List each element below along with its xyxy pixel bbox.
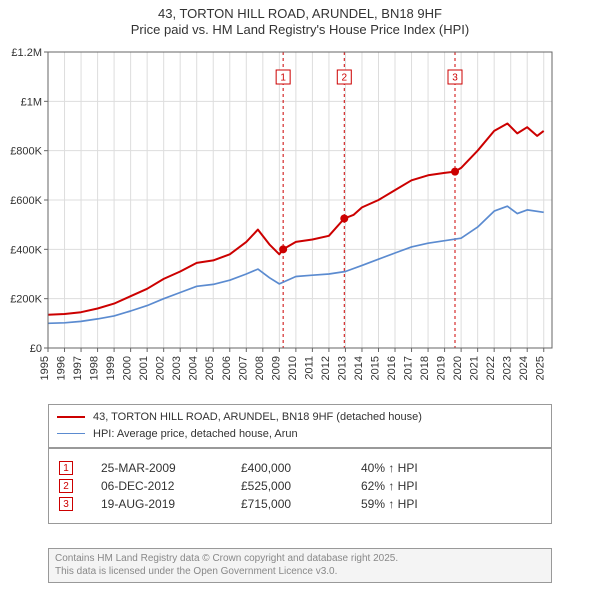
xtick-label: 1995 [39,356,51,380]
sale-point [340,215,348,223]
event-marker-number: 2 [342,73,348,84]
xtick-label: 2000 [122,356,134,380]
xtick-label: 2024 [518,356,530,380]
xtick-label: 2014 [353,356,365,380]
xtick-label: 1996 [56,356,68,380]
xtick-label: 2016 [386,356,398,380]
event-row: 1 25-MAR-2009£400,00040% ↑ HPI [59,461,541,475]
footer-line-2: This data is licensed under the Open Gov… [55,565,545,578]
event-date: 19-AUG-2019 [101,497,241,511]
xtick-label: 2022 [485,356,497,380]
ytick-label: £400K [10,244,42,256]
xtick-label: 1997 [72,356,84,380]
chart-area: £0 £200K £400K £600K £800K £1M £1.2M 1995 1996 19… [0,44,600,404]
title-line-1: 43, TORTON HILL ROAD, ARUNDEL, BN18 9HF [0,6,600,22]
event-marker-number: 3 [452,73,458,84]
legend: 43, TORTON HILL ROAD, ARUNDEL, BN18 9HF … [48,404,552,448]
xtick-label: 2020 [452,356,464,380]
xtick-label: 2003 [171,356,183,380]
event-date: 25-MAR-2009 [101,461,241,475]
chart-title: 43, TORTON HILL ROAD, ARUNDEL, BN18 9HF … [0,0,600,39]
ytick-label: £1M [21,96,42,108]
event-number-box: 3 [59,497,73,511]
event-number-box: 2 [59,479,73,493]
event-price: £400,000 [241,461,361,475]
xtick-label: 2006 [221,356,233,380]
legend-swatch [57,416,85,418]
xtick-label: 2007 [237,356,249,380]
legend-row: HPI: Average price, detached house, Arun [57,426,543,443]
sale-point [451,168,459,176]
event-row: 3 19-AUG-2019£715,00059% ↑ HPI [59,497,541,511]
sale-point [279,245,287,253]
legend-label: 43, TORTON HILL ROAD, ARUNDEL, BN18 9HF … [93,409,422,426]
chart-svg: £0 £200K £400K £600K £800K £1M £1.2M 1995 1996 19… [0,44,600,404]
event-date: 06-DEC-2012 [101,479,241,493]
xtick-label: 2010 [287,356,299,380]
legend-row: 43, TORTON HILL ROAD, ARUNDEL, BN18 9HF … [57,409,543,426]
event-pct: 62% ↑ HPI [361,479,541,493]
xtick-label: 2015 [369,356,381,380]
event-price: £715,000 [241,497,361,511]
xtick-label: 2011 [303,356,315,380]
xtick-label: 2013 [336,356,348,380]
xtick-label: 2004 [188,356,200,380]
xtick-label: 1999 [105,356,117,380]
ytick-label: £0 [30,343,42,355]
xtick-label: 2001 [138,356,150,380]
event-pct: 40% ↑ HPI [361,461,541,475]
xtick-label: 2008 [254,356,266,380]
xtick-label: 2021 [469,356,481,380]
xtick-label: 2002 [155,356,167,380]
ytick-label: £600K [10,195,42,207]
ytick-label: £1.2M [11,47,42,59]
event-pct: 59% ↑ HPI [361,497,541,511]
xtick-label: 2017 [403,356,415,380]
xtick-label: 2005 [204,356,216,380]
legend-swatch [57,433,85,434]
xtick-label: 2023 [502,356,514,380]
event-row: 2 06-DEC-2012£525,00062% ↑ HPI [59,479,541,493]
event-marker-number: 1 [280,73,286,84]
footer-line-1: Contains HM Land Registry data © Crown c… [55,552,545,565]
xtick-label: 2019 [436,356,448,380]
ytick-label: £800K [10,146,42,158]
event-number-box: 1 [59,461,73,475]
xtick-label: 2025 [535,356,547,380]
xtick-label: 1998 [89,356,101,380]
xtick-label: 2012 [320,356,332,380]
xtick-label: 2009 [270,356,282,380]
legend-label: HPI: Average price, detached house, Arun [93,426,298,443]
title-line-2: Price paid vs. HM Land Registry's House … [0,22,600,38]
event-price: £525,000 [241,479,361,493]
events-table: 1 25-MAR-2009£400,00040% ↑ HPI 2 06-DEC-201… [48,448,552,524]
xtick-label: 2018 [419,356,431,380]
ytick-label: £200K [10,294,42,306]
footer-attribution: Contains HM Land Registry data © Crown c… [48,548,552,583]
